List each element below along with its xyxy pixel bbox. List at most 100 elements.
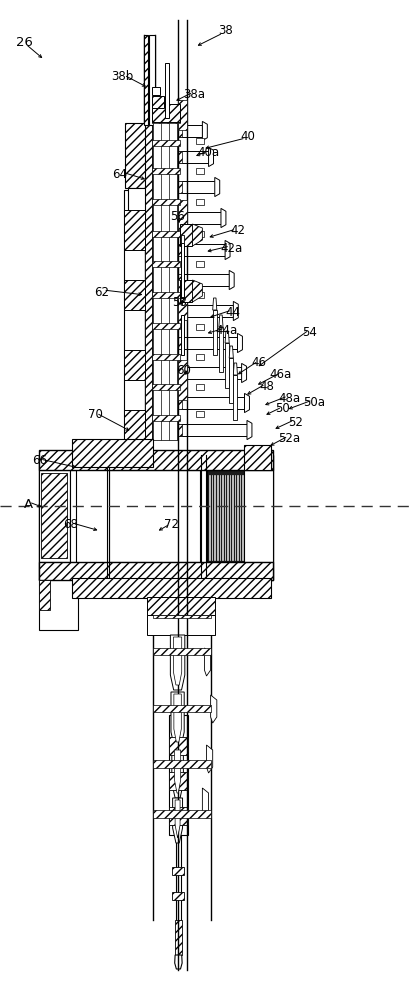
Text: 26: 26 [16, 35, 32, 48]
Polygon shape [247, 420, 252, 440]
Bar [178, 181, 182, 193]
Text: 66: 66 [32, 454, 47, 466]
Bar [124, 280, 145, 310]
Bar [72, 439, 153, 467]
Text: 42: 42 [230, 224, 245, 236]
Bar [161, 389, 169, 416]
Polygon shape [213, 298, 217, 310]
Text: 54: 54 [302, 326, 317, 338]
Bar [124, 410, 145, 440]
Bar [178, 151, 182, 163]
Bar [152, 231, 180, 237]
Text: 46: 46 [252, 357, 267, 369]
Bar [169, 327, 177, 356]
Bar [169, 715, 188, 835]
Text: 64: 64 [112, 167, 127, 180]
Bar [161, 203, 169, 232]
Bar [153, 172, 177, 200]
Polygon shape [174, 694, 181, 742]
Bar [178, 244, 182, 256]
Bar [152, 117, 180, 123]
Bar [124, 190, 145, 440]
Polygon shape [192, 224, 202, 246]
Bar [178, 367, 242, 379]
Bar [178, 212, 221, 224]
Bar [178, 424, 247, 436]
Bar [147, 615, 215, 635]
Bar [196, 411, 204, 417]
Bar [153, 144, 161, 170]
Bar [153, 203, 161, 232]
Bar [196, 138, 204, 144]
Text: 58: 58 [172, 296, 187, 308]
Bar [175, 920, 182, 955]
Bar [161, 419, 169, 440]
Bar [196, 292, 204, 298]
Bar [178, 274, 229, 286]
Bar [178, 337, 237, 349]
Bar [178, 212, 182, 224]
Bar [172, 867, 184, 875]
Text: 38: 38 [218, 24, 233, 37]
Bar [153, 648, 211, 655]
Bar [41, 473, 67, 558]
Bar [124, 350, 145, 380]
Bar [178, 244, 225, 256]
Polygon shape [237, 333, 242, 353]
Bar [153, 615, 211, 618]
Bar [196, 231, 204, 237]
Bar [233, 375, 237, 420]
Bar [178, 424, 182, 436]
Bar [153, 122, 161, 142]
Polygon shape [175, 955, 182, 969]
Bar [39, 450, 273, 470]
Bar [178, 305, 182, 317]
Text: 44: 44 [226, 306, 241, 318]
Polygon shape [233, 301, 238, 321]
Polygon shape [225, 240, 230, 260]
Text: 40: 40 [240, 130, 255, 143]
Bar [178, 125, 182, 137]
Bar [178, 397, 182, 409]
Polygon shape [202, 121, 207, 141]
Text: 72: 72 [164, 518, 179, 532]
Bar [196, 354, 204, 360]
Bar [178, 200, 187, 230]
Bar [153, 419, 177, 440]
Bar [213, 310, 217, 355]
Text: 62: 62 [94, 286, 109, 298]
Bar [169, 122, 177, 142]
Text: 52: 52 [288, 416, 303, 428]
Polygon shape [242, 363, 247, 383]
Bar [153, 297, 161, 324]
Bar [180, 224, 192, 246]
Bar [178, 305, 233, 317]
Bar [152, 354, 180, 360]
Polygon shape [204, 648, 211, 676]
Polygon shape [192, 280, 202, 302]
Polygon shape [173, 798, 183, 843]
Bar [161, 122, 169, 142]
Bar [178, 100, 187, 130]
Bar [153, 203, 177, 232]
Bar [178, 397, 244, 409]
Polygon shape [225, 331, 229, 343]
Bar [176, 835, 181, 925]
Bar [153, 235, 161, 262]
Bar [152, 96, 164, 108]
Bar [152, 415, 180, 421]
Polygon shape [209, 147, 214, 167]
Bar [178, 274, 182, 286]
Polygon shape [221, 208, 226, 228]
Bar [225, 343, 229, 388]
Polygon shape [172, 748, 183, 798]
Bar [153, 265, 161, 294]
Bar [153, 359, 161, 386]
Bar [178, 151, 209, 163]
Bar [152, 87, 160, 95]
Bar [153, 810, 211, 818]
Bar [165, 63, 169, 118]
Text: 68: 68 [64, 518, 78, 530]
Polygon shape [173, 637, 182, 685]
Bar [152, 323, 180, 329]
